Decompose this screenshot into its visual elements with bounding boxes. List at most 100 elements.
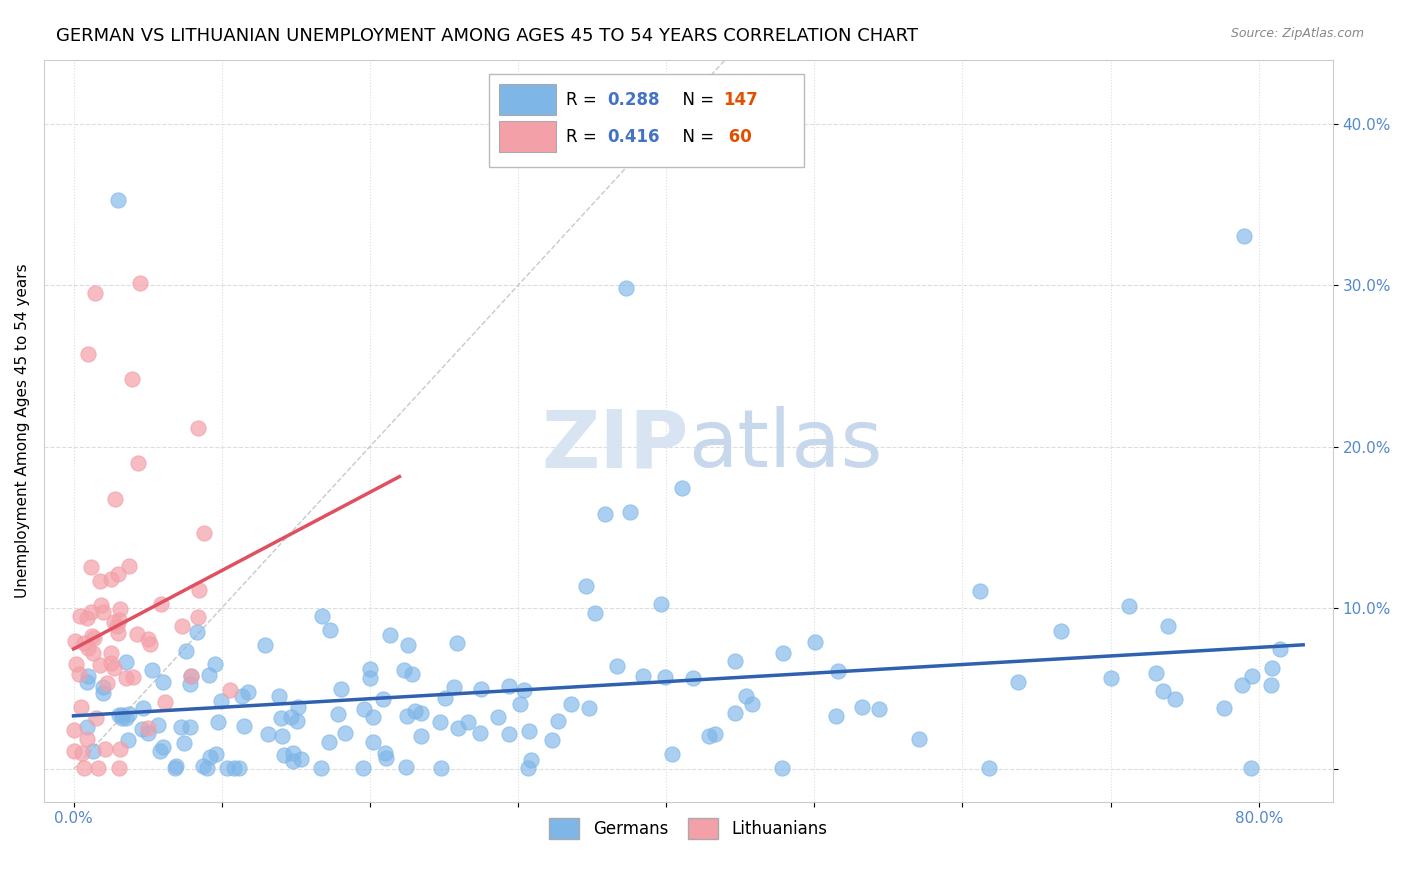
Text: Source: ZipAtlas.com: Source: ZipAtlas.com [1230, 27, 1364, 40]
Point [446, 636, 468, 650]
Point [404, 704, 426, 718]
Point [152, 740, 174, 755]
Point [269, 690, 291, 704]
Point [682, 671, 704, 685]
FancyBboxPatch shape [499, 121, 555, 153]
Point [378, 627, 401, 641]
Point [107, 626, 129, 640]
Point [273, 748, 295, 763]
Point [446, 721, 468, 735]
Text: N =: N = [672, 91, 718, 109]
Point [193, 526, 215, 541]
Point [827, 664, 849, 678]
Point [100, 646, 122, 660]
Point [232, 718, 254, 732]
Point [176, 644, 198, 658]
Point [82, 743, 104, 757]
Point [583, 606, 606, 620]
Text: ZIP: ZIP [541, 407, 689, 484]
Point [187, 421, 209, 435]
Point [180, 669, 202, 683]
Point [392, 663, 415, 677]
Point [173, 736, 195, 750]
Point [153, 695, 176, 709]
Point [1268, 642, 1291, 657]
Point [165, 759, 187, 773]
Point [111, 708, 134, 723]
Point [825, 708, 848, 723]
Point [204, 657, 226, 671]
Point [353, 702, 375, 716]
Point [82, 629, 104, 643]
Point [290, 752, 312, 766]
Point [89, 658, 111, 673]
Point [868, 702, 890, 716]
Point [396, 638, 419, 652]
Point [149, 744, 172, 758]
Point [703, 727, 725, 741]
Point [619, 505, 641, 519]
Point [141, 663, 163, 677]
Point [103, 615, 125, 629]
Point [697, 729, 720, 743]
Point [547, 714, 569, 729]
Point [105, 618, 128, 632]
Point [851, 700, 873, 714]
Point [614, 281, 637, 295]
Point [969, 584, 991, 599]
Point [118, 559, 141, 574]
Point [509, 697, 531, 711]
Point [108, 761, 131, 775]
Point [63, 723, 86, 737]
Point [359, 671, 381, 685]
Point [139, 637, 162, 651]
Point [326, 706, 349, 721]
Text: atlas: atlas [689, 407, 883, 484]
Point [1007, 675, 1029, 690]
Point [1157, 619, 1180, 633]
Point [188, 582, 211, 597]
Point [218, 683, 240, 698]
Point [606, 659, 628, 673]
Point [517, 761, 540, 775]
Point [73, 636, 96, 650]
Point [1233, 228, 1256, 243]
Point [429, 715, 451, 730]
Point [195, 761, 218, 775]
Point [118, 707, 141, 722]
Point [257, 727, 280, 741]
Point [91, 686, 114, 700]
Point [430, 761, 453, 775]
Point [131, 723, 153, 737]
Point [409, 729, 432, 743]
Point [217, 761, 239, 775]
Point [89, 574, 111, 589]
Point [281, 746, 304, 760]
Point [146, 718, 169, 732]
Point [107, 193, 129, 207]
Point [91, 680, 114, 694]
Point [186, 625, 208, 640]
Point [170, 720, 193, 734]
Point [457, 715, 479, 730]
Point [80, 605, 103, 619]
Point [236, 685, 259, 699]
Point [741, 697, 763, 711]
Point [735, 689, 758, 703]
Point [1261, 661, 1284, 675]
Point [661, 747, 683, 761]
Point [772, 646, 794, 660]
Point [468, 726, 491, 740]
Point [375, 751, 398, 765]
FancyBboxPatch shape [499, 84, 555, 115]
Point [127, 626, 149, 640]
Point [103, 661, 125, 675]
Point [374, 747, 396, 761]
Point [187, 610, 209, 624]
Point [115, 711, 138, 725]
Point [1240, 761, 1263, 775]
Point [254, 638, 277, 652]
Point [1144, 666, 1167, 681]
Text: R =: R = [565, 128, 602, 145]
Point [560, 697, 582, 711]
